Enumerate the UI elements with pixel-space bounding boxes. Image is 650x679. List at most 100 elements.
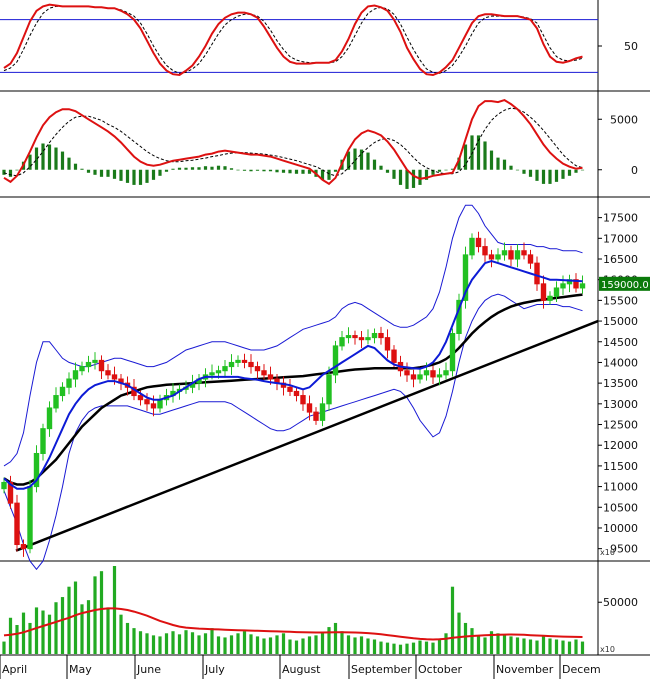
candle-body — [410, 374, 417, 380]
volume-bar — [197, 635, 201, 654]
macd-histogram-bar — [268, 169, 273, 172]
macd-signal-line — [3, 107, 583, 177]
price-tick-label: 16500 — [603, 253, 638, 266]
month-label: August — [282, 663, 321, 676]
macd-histogram-bar — [288, 169, 292, 174]
volume-bar — [379, 641, 383, 654]
volume-bar — [509, 636, 513, 654]
volume-bar — [353, 637, 357, 654]
price-tick-label: 17500 — [603, 212, 638, 225]
macd-histogram-bar — [405, 169, 409, 189]
volume-bar — [385, 642, 390, 654]
candle-body — [534, 262, 540, 285]
candle-body — [209, 372, 215, 376]
price-tick-label: 12500 — [603, 419, 638, 432]
candle-body — [33, 452, 40, 488]
volume-bar — [93, 576, 97, 654]
macd-histogram-bar — [8, 169, 13, 177]
month-label: October — [418, 663, 462, 676]
volume-bar — [216, 636, 221, 654]
price-tick-label: 9500 — [610, 543, 638, 556]
candle-body — [150, 403, 157, 409]
macd-histogram-bar — [327, 169, 331, 180]
volume-bar — [580, 641, 585, 654]
candle-body — [306, 403, 313, 413]
volume-bar — [346, 635, 351, 654]
macd-histogram-bar — [99, 169, 104, 177]
volume-bar — [67, 586, 71, 654]
candle-body — [345, 335, 352, 339]
macd-histogram-bar — [60, 151, 65, 170]
volume-bar — [229, 635, 234, 654]
price-tick-label: 13500 — [603, 377, 638, 390]
macd-histogram-bar — [346, 151, 351, 170]
candle-body — [85, 361, 92, 368]
volume-bar — [437, 638, 442, 654]
macd-histogram-bar — [93, 169, 97, 175]
volume-bar — [54, 602, 58, 654]
candle-body — [300, 395, 306, 405]
candle-body — [378, 332, 384, 339]
macd-histogram-bar — [463, 144, 468, 170]
price-tick-label: 17000 — [603, 232, 638, 245]
candle-body — [573, 279, 579, 289]
macd-histogram-bar — [320, 169, 325, 180]
macd-histogram-bar — [281, 169, 286, 173]
volume-bar — [275, 635, 279, 654]
volume-bar — [411, 642, 416, 654]
candle-body — [46, 407, 53, 430]
volume-bar — [541, 635, 546, 654]
candle-body — [157, 399, 163, 409]
volume-bar — [86, 600, 91, 654]
month-label: July — [204, 663, 225, 676]
month-label: May — [69, 663, 92, 676]
macd-histogram-bar — [177, 167, 182, 170]
volume-bar — [288, 639, 292, 654]
volume-bar — [112, 566, 117, 654]
macd-histogram-bar — [522, 169, 526, 174]
candle-body — [339, 337, 345, 347]
candle-body — [326, 374, 332, 405]
volume-bar — [15, 625, 19, 654]
macd-histogram-bar — [392, 169, 396, 179]
macd-histogram-bar — [372, 159, 377, 170]
last-price-label: 159000.0 — [601, 280, 649, 291]
volume-bar — [171, 631, 175, 654]
macd-histogram-bar — [489, 150, 494, 170]
candle-body — [72, 370, 79, 380]
macd-histogram-bar — [151, 169, 156, 180]
month-label: June — [136, 663, 161, 676]
candle-body — [358, 337, 365, 341]
volume-bar — [333, 622, 338, 654]
volume-bar — [268, 637, 273, 654]
volume-bar — [470, 628, 474, 654]
volume-bar — [151, 635, 156, 654]
bollinger-lower-band — [3, 293, 583, 571]
volume-bar — [2, 641, 6, 654]
panel-frames — [0, 0, 650, 656]
candle-body — [423, 370, 430, 376]
macd-histogram-bar — [197, 167, 201, 170]
volume-bar — [528, 639, 533, 654]
macd-histogram-bar — [509, 165, 513, 170]
candle-body — [215, 370, 222, 374]
macd-tick-label: 5000 — [610, 113, 638, 126]
candle-body — [261, 370, 267, 376]
stoch-k-line — [3, 3, 583, 77]
macd-histogram-bar — [353, 148, 357, 170]
volume-bar — [359, 636, 364, 654]
candle-body — [553, 287, 560, 297]
volume-bar — [567, 641, 572, 654]
trend-line — [15, 319, 599, 552]
volume-bar — [158, 636, 162, 654]
candle-body — [79, 366, 85, 372]
volume-bar — [262, 638, 266, 654]
macd-histogram-bar — [574, 169, 578, 173]
macd-histogram-bar — [262, 169, 266, 172]
volume-bar — [132, 628, 136, 654]
macd-histogram-bar — [301, 169, 305, 174]
candle-body — [384, 337, 391, 351]
volume-bar — [73, 581, 78, 654]
candle-body — [40, 428, 46, 454]
macd-histogram-bar — [437, 169, 442, 172]
